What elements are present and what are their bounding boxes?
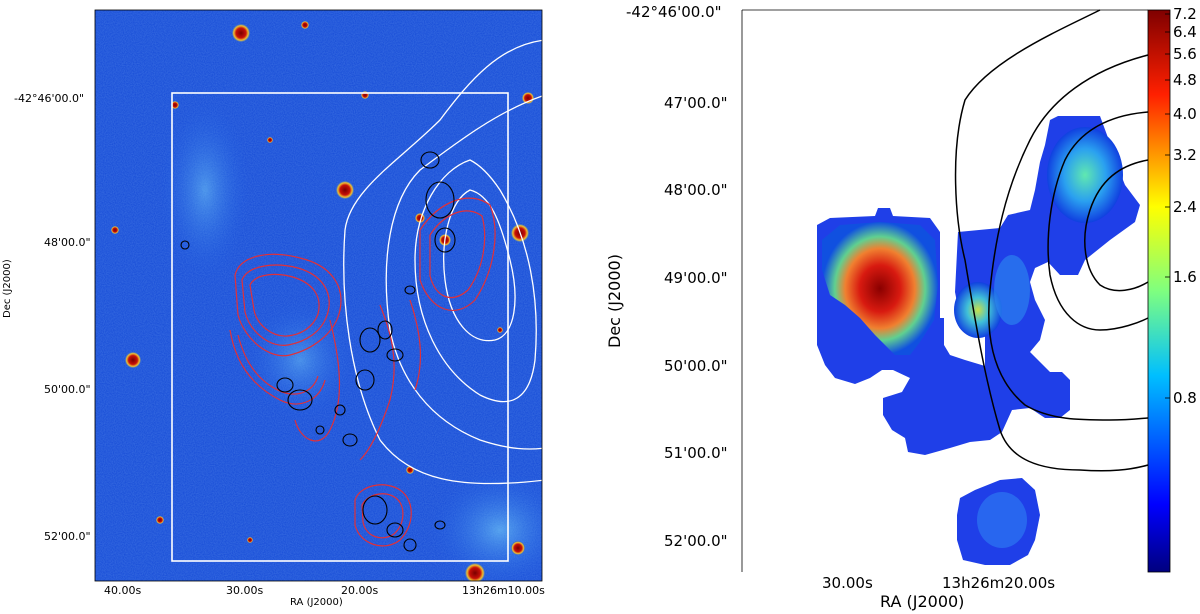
right-ra-tick: 13h26m20.00s [942, 574, 1055, 592]
left-dec-tick: -42°46'00.0" [14, 92, 84, 105]
hotspot-red [822, 222, 938, 355]
right-dec-tick: 52'00.0" [664, 532, 728, 550]
colorbar-tick-label: 1.6 [1173, 268, 1197, 286]
colorbar-tick-label: 4.0 [1173, 105, 1197, 123]
colorbar-tick-label: 3.2 [1173, 146, 1197, 164]
black-contours [180, 151, 456, 552]
colorbar-tick-label: 6.4 [1173, 23, 1197, 41]
right-y-axis-label: Dec (J2000) [605, 254, 624, 348]
left-axes-frame [94, 9, 543, 582]
left-ra-tick: 30.00s [226, 584, 263, 597]
right-x-axis-label: RA (J2000) [880, 592, 964, 611]
hotspot-blue-mid [994, 255, 1030, 325]
star [465, 563, 485, 581]
colorbar-ticks [1165, 13, 1170, 399]
right-dec-tick: 49'00.0" [664, 269, 728, 287]
star [111, 226, 119, 234]
hotspot-cyan [1047, 127, 1123, 223]
diffuse-emission-west [160, 100, 250, 280]
star [267, 137, 273, 143]
right-axes-background [742, 10, 1148, 572]
right-dec-tick: 47'00.0" [664, 94, 728, 112]
star [232, 24, 250, 42]
right-dec-tick: 50'00.0" [664, 357, 728, 375]
star [336, 181, 354, 199]
left-dec-tick: 48'00.0" [44, 236, 91, 249]
colorbar-tick-label: 2.4 [1173, 198, 1197, 216]
field-of-view-box [171, 92, 509, 562]
diffuse-emission-center [245, 300, 355, 420]
star [171, 101, 179, 109]
colorbar-tick-label: 7.2 [1173, 5, 1197, 23]
hotspot-south [977, 492, 1027, 548]
diffuse-emission-southeast [430, 470, 542, 581]
right-dec-tick: 51'00.0" [664, 444, 728, 462]
star [497, 327, 503, 333]
star [125, 352, 141, 368]
colorbar-tick-label: 5.6 [1173, 45, 1197, 63]
right-map-panel [742, 9, 1149, 572]
colorbar-tick-label: 4.8 [1173, 71, 1197, 89]
right-contours [954, 9, 1149, 472]
right-ra-tick: 30.00s [822, 574, 873, 592]
left-dec-tick: 50'00.0" [44, 383, 91, 396]
colorbar-tick-label: 0.8 [1173, 389, 1197, 407]
left-ra-tick: 40.00s [104, 584, 141, 597]
star [301, 21, 309, 29]
left-ra-tick: 20.00s [341, 584, 378, 597]
left-x-axis-label: RA (J2000) [290, 597, 343, 608]
right-dec-tick: 48'00.0" [664, 181, 728, 199]
star [522, 92, 534, 104]
star [247, 537, 253, 543]
colorbar [1147, 9, 1171, 573]
left-dec-tick: 52'00.0" [44, 530, 91, 543]
star [156, 516, 164, 524]
left-y-axis-label: Dec (J2000) [2, 259, 13, 318]
left-image-panel [95, 10, 542, 581]
left-ra-tick: 13h26m10.00s [462, 584, 545, 597]
right-dec-tick: -42°46'00.0" [626, 3, 722, 21]
star [511, 541, 525, 555]
